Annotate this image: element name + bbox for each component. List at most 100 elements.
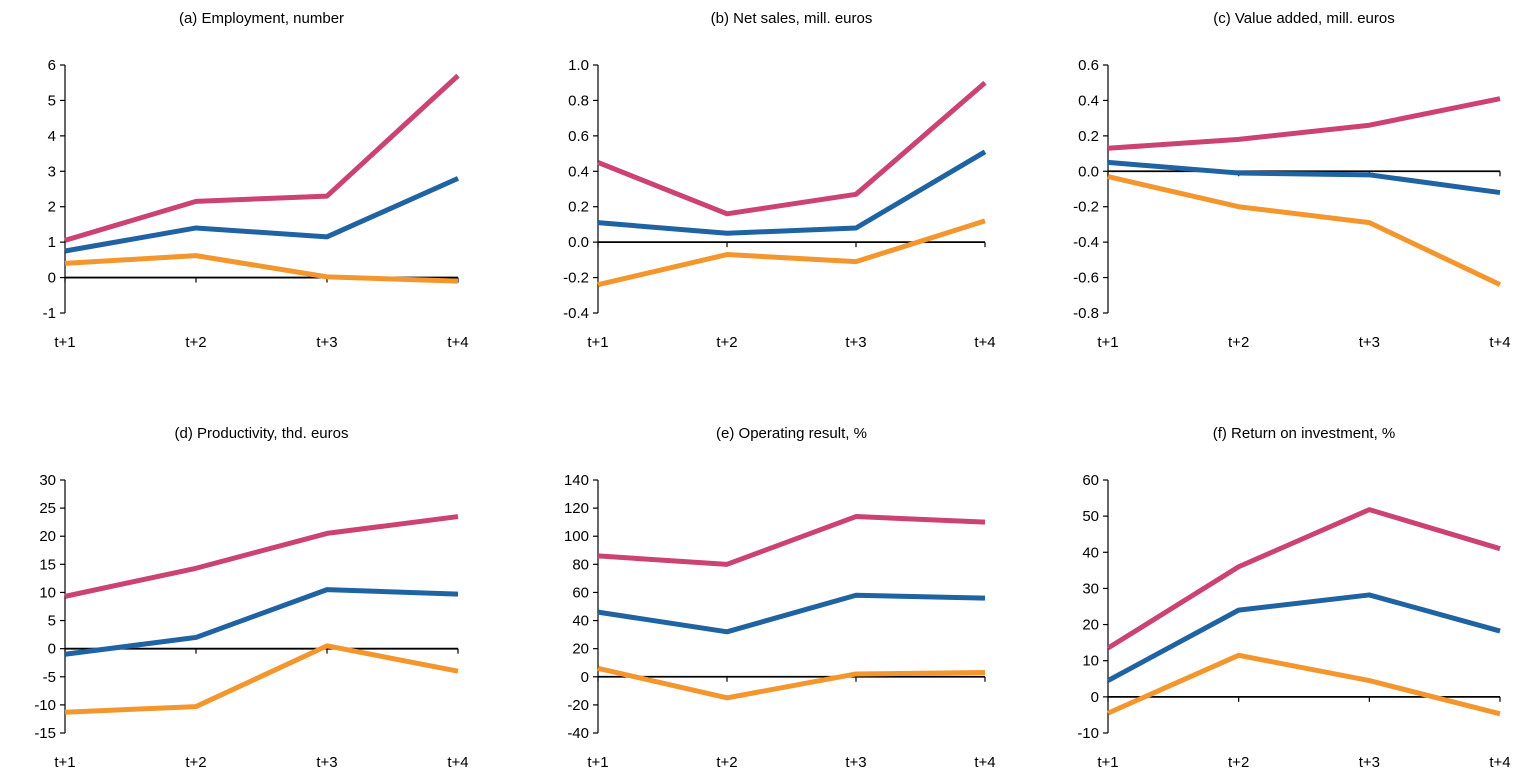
y-tick-label: 40 <box>572 613 589 630</box>
y-tick-label: 0.2 <box>1078 128 1099 145</box>
y-tick-label: -0.4 <box>563 305 589 322</box>
chart-title: (f) Return on investment, % <box>1213 425 1396 442</box>
y-tick-label: -10 <box>1077 725 1099 742</box>
chart-panel-d: (d) Productivity, thd. euros 30 25 20 15 10 5 0… <box>0 385 511 769</box>
series-line-low <box>597 665 986 701</box>
x-tick-label: t+2 <box>185 754 206 769</box>
x-tick-label: t+4 <box>447 334 468 351</box>
chart-svg-b: (b) Net sales, mill. euros 1.0 0.8 0.6 0.4 0.… <box>563 10 996 351</box>
x-tick-label: t+3 <box>845 334 866 351</box>
chart-title: (e) Operating result, % <box>716 425 867 442</box>
y-tick-label: 5 <box>48 613 56 630</box>
y-tick-label: 60 <box>1082 472 1099 489</box>
y-tick-label: -15 <box>34 725 56 742</box>
y-tick-label: -0.2 <box>563 270 589 287</box>
y-tick-label: 4 <box>48 128 56 145</box>
chart-svg-a: (a) Employment, number 6 5 4 3 2 1 0 -1 t+1 t+2 t+3… <box>43 10 469 351</box>
chart-title: (d) Productivity, thd. euros <box>175 425 349 442</box>
y-tick-label: 0.0 <box>1078 163 1099 180</box>
x-tick-label: t+2 <box>716 754 737 769</box>
y-tick-label: 6 <box>48 57 56 74</box>
chart-title: (a) Employment, number <box>179 10 344 27</box>
x-tick-label: t+4 <box>447 754 468 769</box>
y-tick-label: 20 <box>572 641 589 658</box>
y-tick-label: 0.0 <box>568 234 589 251</box>
y-tick-label: 25 <box>39 500 56 517</box>
series-line-mid <box>1106 592 1501 683</box>
series-line-mid <box>597 149 987 236</box>
x-tick-label: t+1 <box>587 754 608 769</box>
series-line-low <box>1106 652 1501 717</box>
y-tick-label: 5 <box>48 92 56 109</box>
x-tick-label: t+1 <box>1097 334 1118 351</box>
series-line-high <box>1106 507 1501 651</box>
series-line-low <box>1107 174 1502 287</box>
y-tick-label: -40 <box>567 725 589 742</box>
series-line-high <box>64 73 460 243</box>
y-tick-label: -0.2 <box>1073 199 1099 216</box>
series-line-low <box>64 643 459 715</box>
series-line-high <box>1107 96 1501 151</box>
y-tick-label: 0.4 <box>568 163 589 180</box>
x-tick-label: t+1 <box>54 334 75 351</box>
y-tick-label: 20 <box>39 528 56 545</box>
y-tick-label: 100 <box>564 528 589 545</box>
x-tick-label: t+3 <box>845 754 866 769</box>
y-tick-label: 3 <box>48 163 56 180</box>
series-line-low <box>64 253 459 284</box>
y-tick-label: 0.4 <box>1078 92 1099 109</box>
chart-panel-f: (f) Return on investment, % 60 50 40 30 20 10 0… <box>1022 385 1535 769</box>
x-tick-label: t+3 <box>1359 754 1380 769</box>
x-tick-label: t+2 <box>1228 754 1249 769</box>
y-tick-label: 50 <box>1082 508 1099 525</box>
series-line-high <box>597 80 987 217</box>
x-tick-label: t+4 <box>1489 754 1510 769</box>
y-tick-label: 0 <box>48 641 56 658</box>
y-tick-label: 40 <box>1082 544 1099 561</box>
series-line-low <box>597 218 986 288</box>
y-tick-label: 20 <box>1082 617 1099 634</box>
x-tick-label: t+2 <box>716 334 737 351</box>
y-tick-label: 0 <box>48 270 56 287</box>
series-line-high <box>64 514 459 599</box>
y-tick-label: -10 <box>34 697 56 714</box>
series-line-mid <box>64 587 459 657</box>
chart-panel-b: (b) Net sales, mill. euros 1.0 0.8 0.6 0.4 0.… <box>511 0 1022 385</box>
y-tick-label: -0.6 <box>1073 270 1099 287</box>
chart-svg-e: (e) Operating result, % 140 120 100 80 60 40 20… <box>564 425 996 769</box>
y-tick-label: -5 <box>43 669 56 686</box>
y-tick-label: -0.8 <box>1073 305 1099 322</box>
x-tick-label: t+2 <box>185 334 206 351</box>
y-tick-label: 30 <box>39 472 56 489</box>
y-tick-label: 1.0 <box>568 57 589 74</box>
x-tick-label: t+3 <box>316 334 337 351</box>
y-tick-label: 0.6 <box>568 128 589 145</box>
y-tick-label: 0.6 <box>1078 57 1099 74</box>
chart-title: (c) Value added, mill. euros <box>1213 10 1394 27</box>
y-tick-label: 30 <box>1082 580 1099 597</box>
y-tick-label: 80 <box>572 556 589 573</box>
x-tick-label: t+4 <box>1489 334 1510 351</box>
chart-panel-a: (a) Employment, number 6 5 4 3 2 1 0 -1 t+1 t+2 t+3… <box>0 0 511 385</box>
y-tick-label: 60 <box>572 584 589 601</box>
x-tick-label: t+4 <box>974 754 995 769</box>
y-tick-label: -0.4 <box>1073 234 1099 251</box>
series-line-mid <box>64 176 460 254</box>
x-tick-label: t+1 <box>587 334 608 351</box>
x-tick-label: t+2 <box>1228 334 1249 351</box>
y-tick-label: 10 <box>39 584 56 601</box>
y-tick-label: 1 <box>48 234 56 251</box>
chart-svg-c: (c) Value added, mill. euros 0.6 0.4 0.2 0.0… <box>1073 10 1511 351</box>
y-tick-label: -20 <box>567 697 589 714</box>
chart-panel-e: (e) Operating result, % 140 120 100 80 60 40 20… <box>511 385 1022 769</box>
y-tick-label: -1 <box>43 305 56 322</box>
y-tick-label: 0.8 <box>568 92 589 109</box>
y-tick-label: 10 <box>1082 653 1099 670</box>
y-tick-label: 0.2 <box>568 199 589 216</box>
x-tick-label: t+4 <box>974 334 995 351</box>
series-line-mid <box>597 592 986 635</box>
chart-svg-f: (f) Return on investment, % 60 50 40 30 20 10 0… <box>1077 425 1510 769</box>
y-tick-label: 15 <box>39 556 56 573</box>
y-tick-label: 0 <box>581 669 589 686</box>
chart-title: (b) Net sales, mill. euros <box>711 10 873 27</box>
